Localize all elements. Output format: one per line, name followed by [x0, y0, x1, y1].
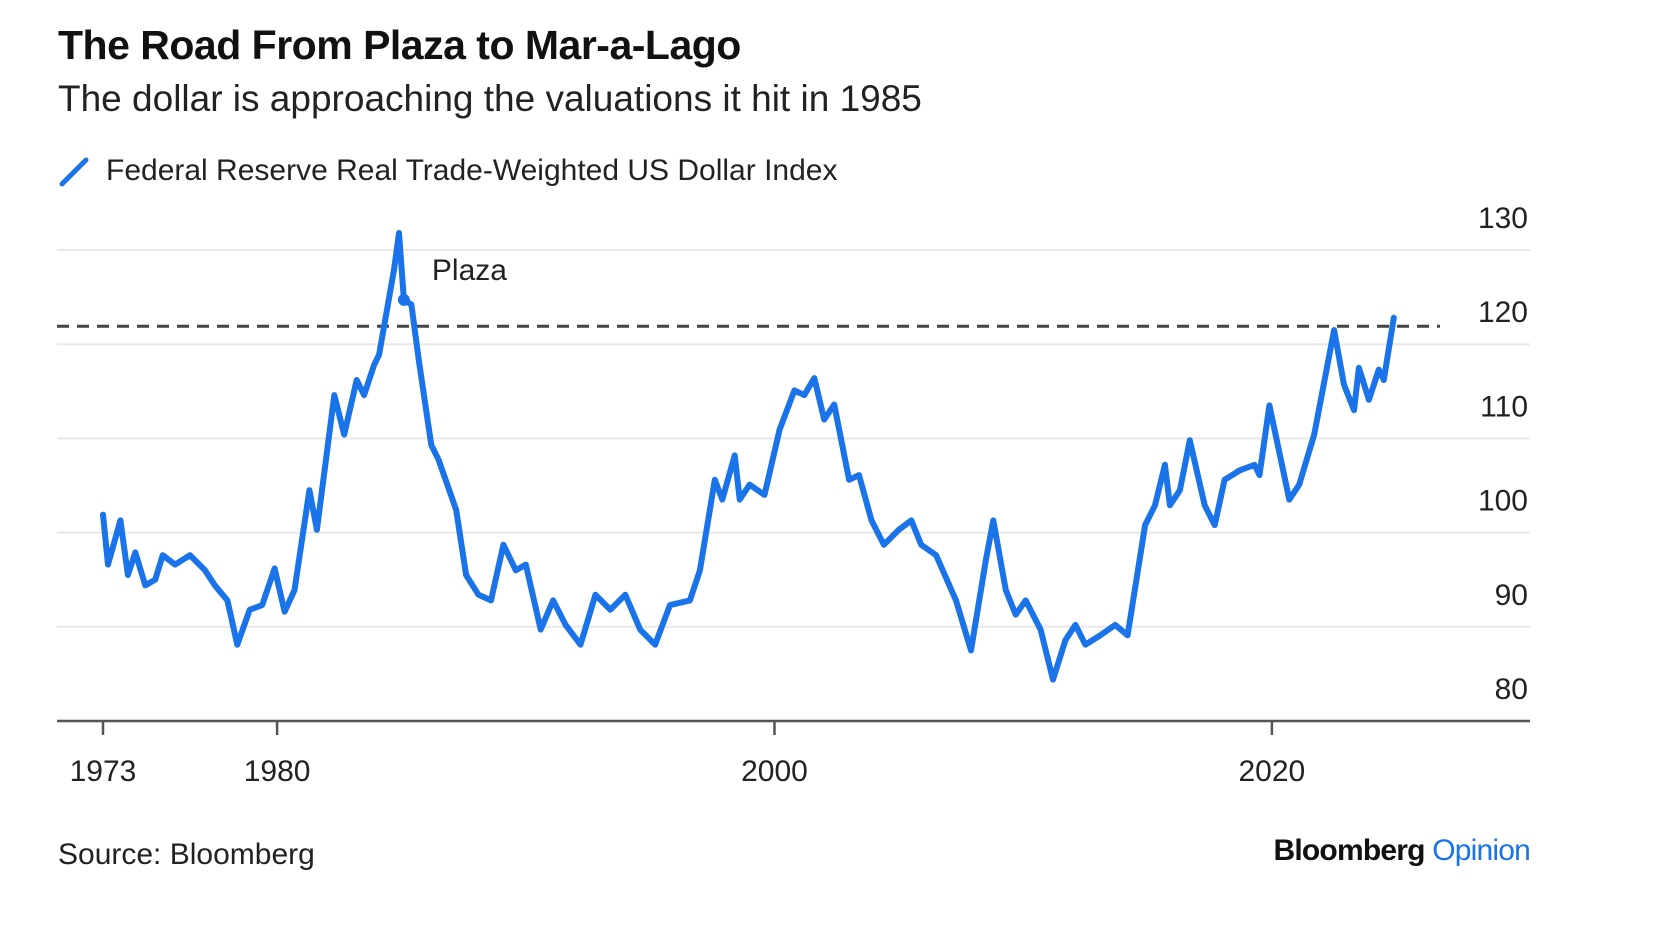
- y-tick-label: 80: [1495, 673, 1528, 706]
- legend-label: Federal Reserve Real Trade-Weighted US D…: [106, 154, 838, 187]
- y-tick-label: 120: [1478, 296, 1528, 329]
- x-tick-label: 2000: [741, 755, 808, 788]
- legend-line-icon: [59, 157, 89, 187]
- brand-logo: Bloomberg Opinion: [1274, 834, 1531, 868]
- x-tick-label: 2020: [1239, 755, 1306, 788]
- x-tick-label: 1973: [70, 755, 137, 788]
- y-tick-label: 110: [1480, 390, 1528, 423]
- chart-subtitle: The dollar is approaching the valuations…: [58, 78, 922, 119]
- annotation-marker: [397, 293, 410, 306]
- annotation-plaza: Plaza: [432, 254, 507, 287]
- y-tick-label: 100: [1478, 485, 1528, 518]
- chart-title: The Road From Plaza to Mar-a-Lago: [58, 22, 741, 68]
- y-tick-label: 130: [1478, 202, 1528, 235]
- legend: Federal Reserve Real Trade-Weighted US D…: [58, 154, 837, 188]
- source-note: Source: Bloomberg: [58, 838, 315, 871]
- series-line-dollar-index: [100, 230, 1397, 683]
- y-tick-label: 90: [1495, 579, 1528, 612]
- brand-name: Bloomberg: [1273, 834, 1426, 867]
- brand-suffix: Opinion: [1432, 834, 1531, 867]
- x-tick-label: 1980: [244, 755, 311, 788]
